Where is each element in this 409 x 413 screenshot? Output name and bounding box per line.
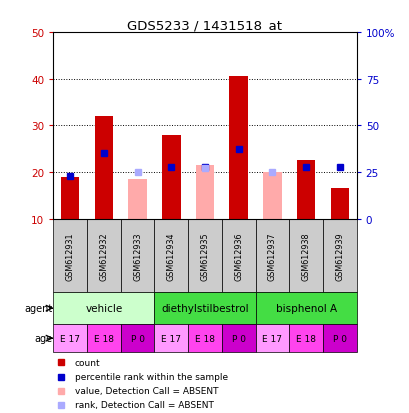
Text: diethylstilbestrol: diethylstilbestrol — [161, 304, 248, 313]
Text: count: count — [74, 358, 100, 367]
Text: GSM612935: GSM612935 — [200, 232, 209, 280]
Bar — [195, 166, 214, 219]
Text: E 17: E 17 — [262, 334, 282, 343]
Text: GSM612939: GSM612939 — [335, 232, 344, 280]
Bar — [154, 219, 188, 292]
Text: P 0: P 0 — [130, 334, 144, 343]
Bar — [162, 135, 180, 219]
Bar — [296, 161, 315, 219]
Bar — [229, 77, 247, 219]
Text: agent: agent — [24, 304, 52, 313]
Text: P 0: P 0 — [332, 334, 346, 343]
Bar — [255, 219, 289, 292]
Text: E 18: E 18 — [195, 334, 214, 343]
Bar — [120, 324, 154, 352]
Text: GSM612936: GSM612936 — [234, 232, 243, 280]
Text: GSM612931: GSM612931 — [65, 232, 74, 280]
Bar — [188, 219, 221, 292]
Bar — [255, 324, 289, 352]
Bar — [221, 219, 255, 292]
Bar — [94, 117, 113, 219]
Bar — [120, 219, 154, 292]
Text: GSM612934: GSM612934 — [166, 232, 175, 280]
Bar — [154, 324, 188, 352]
Text: E 17: E 17 — [161, 334, 181, 343]
Text: P 0: P 0 — [231, 334, 245, 343]
Text: E 18: E 18 — [94, 334, 114, 343]
Text: age: age — [34, 333, 52, 343]
Bar — [221, 324, 255, 352]
Bar — [53, 292, 154, 324]
Bar — [289, 324, 322, 352]
Bar — [322, 324, 356, 352]
Bar — [322, 219, 356, 292]
Text: percentile rank within the sample: percentile rank within the sample — [74, 372, 227, 381]
Title: GDS5233 / 1431518_at: GDS5233 / 1431518_at — [127, 19, 282, 32]
Text: value, Detection Call = ABSENT: value, Detection Call = ABSENT — [74, 386, 218, 395]
Bar — [289, 219, 322, 292]
Text: E 17: E 17 — [60, 334, 80, 343]
Text: rank, Detection Call = ABSENT: rank, Detection Call = ABSENT — [74, 401, 213, 409]
Bar — [330, 189, 348, 219]
Text: GSM612932: GSM612932 — [99, 232, 108, 280]
Text: GSM612938: GSM612938 — [301, 232, 310, 280]
Bar — [128, 180, 146, 219]
Bar — [53, 219, 87, 292]
Text: GSM612937: GSM612937 — [267, 232, 276, 280]
Bar — [87, 219, 120, 292]
Text: bisphenol A: bisphenol A — [275, 304, 336, 313]
Bar — [263, 173, 281, 219]
Bar — [188, 324, 221, 352]
Bar — [61, 178, 79, 219]
Text: vehicle: vehicle — [85, 304, 122, 313]
Bar — [87, 324, 120, 352]
Bar — [53, 324, 87, 352]
Text: E 18: E 18 — [295, 334, 315, 343]
Bar — [255, 292, 356, 324]
Text: GSM612933: GSM612933 — [133, 232, 142, 280]
Bar — [154, 292, 255, 324]
